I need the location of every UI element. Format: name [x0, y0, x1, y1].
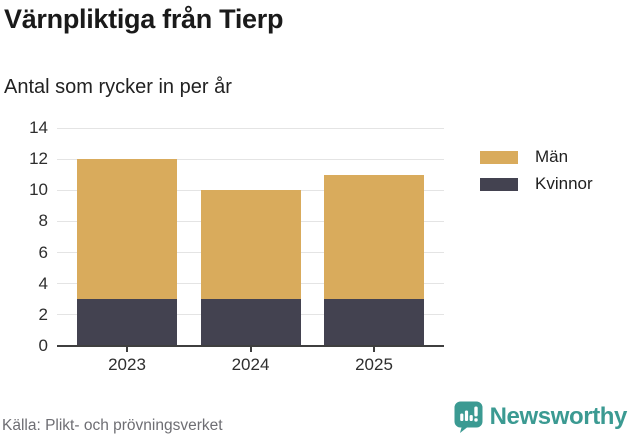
chart-subtitle: Antal som rycker in per år: [4, 76, 232, 98]
x-axis-label-2024: 2024: [231, 355, 270, 374]
x-axis-line: [57, 345, 444, 347]
bar-2024-kvinnor: [200, 299, 301, 346]
bar-2025-kvinnor: [324, 299, 424, 346]
legend-swatch-kvinnor: [480, 177, 518, 191]
x-axis-tick-2024: [249, 346, 252, 352]
y-axis-tick-label: 6: [38, 242, 48, 262]
y-axis-tick-label: 2: [38, 304, 48, 324]
y-axis-tick-label: 0: [38, 336, 48, 355]
chart-title: Värnpliktiga från Tierp: [4, 4, 284, 34]
bar-2023-män: [77, 159, 177, 300]
y-axis-tick-label: 4: [38, 273, 48, 293]
gridline-y14: [57, 127, 444, 129]
bar-2025-män: [324, 174, 424, 300]
y-axis-tick-label: 12: [29, 149, 48, 169]
chart-legend: Män Kvinnor: [480, 147, 593, 203]
source-caption: Källa: Plikt- och prövningsverket: [2, 417, 223, 434]
legend-label: Män: [535, 147, 569, 166]
y-axis-tick-label: 14: [29, 118, 48, 137]
bar-chart-speech-bubble-icon: [454, 401, 483, 433]
newsworthy-logo: Newsworthy: [454, 401, 627, 433]
y-axis-tick-label: 8: [38, 211, 48, 231]
x-axis-tick-2025: [373, 346, 375, 352]
x-axis-label-2025: 2025: [355, 355, 393, 374]
newsworthy-wordmark: Newsworthy: [489, 403, 628, 430]
y-axis-tick-label: 10: [29, 180, 48, 200]
legend-item-kvinnor: Kvinnor: [480, 174, 593, 193]
legend-swatch-män: [480, 150, 518, 164]
bar-2023-kvinnor: [77, 299, 177, 346]
x-axis-tick-2023: [126, 346, 128, 352]
legend-item-män: Män: [480, 147, 593, 166]
bar-2024-män: [200, 190, 301, 300]
x-axis-label-2023: 2023: [108, 355, 146, 374]
gridline-y12: [57, 158, 444, 160]
legend-label: Kvinnor: [535, 174, 593, 193]
